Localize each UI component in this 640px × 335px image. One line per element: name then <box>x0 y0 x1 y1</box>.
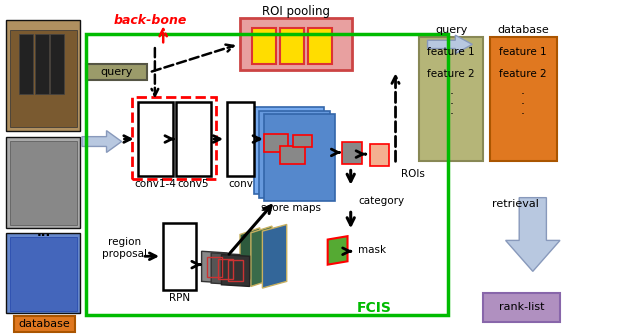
Text: .: . <box>521 94 525 107</box>
Text: RPN: RPN <box>169 293 191 303</box>
Text: ROI pooling: ROI pooling <box>262 5 330 18</box>
Text: back-bone: back-bone <box>114 14 187 26</box>
Text: feature 2: feature 2 <box>428 69 475 79</box>
FancyBboxPatch shape <box>86 64 147 80</box>
Text: feature 1: feature 1 <box>499 47 547 57</box>
FancyBboxPatch shape <box>6 20 80 131</box>
FancyBboxPatch shape <box>308 28 332 64</box>
Text: query: query <box>435 25 467 35</box>
Text: .: . <box>449 104 453 117</box>
FancyBboxPatch shape <box>370 144 389 166</box>
FancyBboxPatch shape <box>10 237 77 311</box>
FancyBboxPatch shape <box>264 134 288 152</box>
Text: FCIS: FCIS <box>357 301 392 315</box>
Text: feature 1: feature 1 <box>428 47 475 57</box>
FancyBboxPatch shape <box>483 293 560 322</box>
FancyBboxPatch shape <box>342 142 362 164</box>
Polygon shape <box>211 253 240 285</box>
Text: retrieval: retrieval <box>492 199 539 209</box>
Text: conv1-4: conv1-4 <box>134 179 176 189</box>
Polygon shape <box>328 236 348 265</box>
Text: .: . <box>521 84 525 97</box>
Text: score maps: score maps <box>261 203 321 213</box>
FancyBboxPatch shape <box>280 146 305 164</box>
FancyBboxPatch shape <box>163 223 196 290</box>
Text: region
proposal: region proposal <box>102 237 147 259</box>
FancyBboxPatch shape <box>293 135 312 147</box>
Polygon shape <box>221 255 250 286</box>
Text: conv5: conv5 <box>177 179 209 189</box>
Polygon shape <box>262 224 287 288</box>
FancyBboxPatch shape <box>50 34 64 94</box>
FancyBboxPatch shape <box>10 141 77 225</box>
FancyBboxPatch shape <box>227 102 254 176</box>
Text: .: . <box>449 94 453 107</box>
FancyBboxPatch shape <box>138 102 173 176</box>
FancyBboxPatch shape <box>419 37 483 161</box>
FancyBboxPatch shape <box>254 107 324 194</box>
Text: .: . <box>521 104 525 117</box>
FancyBboxPatch shape <box>280 28 304 64</box>
FancyBboxPatch shape <box>35 34 49 94</box>
FancyBboxPatch shape <box>240 18 352 70</box>
Text: ROIs: ROIs <box>401 169 424 179</box>
FancyBboxPatch shape <box>10 30 77 127</box>
FancyBboxPatch shape <box>490 37 557 161</box>
FancyBboxPatch shape <box>14 316 75 332</box>
FancyBboxPatch shape <box>259 111 330 198</box>
Text: .: . <box>449 84 453 97</box>
Polygon shape <box>506 198 560 271</box>
Text: conv: conv <box>228 179 253 189</box>
Text: feature 2: feature 2 <box>499 69 547 79</box>
FancyBboxPatch shape <box>6 137 80 228</box>
Text: mask: mask <box>358 245 387 255</box>
Text: database: database <box>497 25 548 35</box>
Text: database: database <box>19 319 70 329</box>
FancyBboxPatch shape <box>19 34 33 94</box>
FancyBboxPatch shape <box>176 102 211 176</box>
Text: category: category <box>358 196 404 206</box>
Polygon shape <box>428 35 472 54</box>
Polygon shape <box>240 228 260 283</box>
FancyBboxPatch shape <box>6 233 80 313</box>
FancyBboxPatch shape <box>264 114 335 201</box>
Text: ...: ... <box>36 226 51 239</box>
Polygon shape <box>251 226 272 286</box>
Text: rank-list: rank-list <box>499 303 545 312</box>
Polygon shape <box>202 251 227 283</box>
Polygon shape <box>82 131 122 152</box>
FancyBboxPatch shape <box>252 28 276 64</box>
Text: query: query <box>100 67 133 77</box>
